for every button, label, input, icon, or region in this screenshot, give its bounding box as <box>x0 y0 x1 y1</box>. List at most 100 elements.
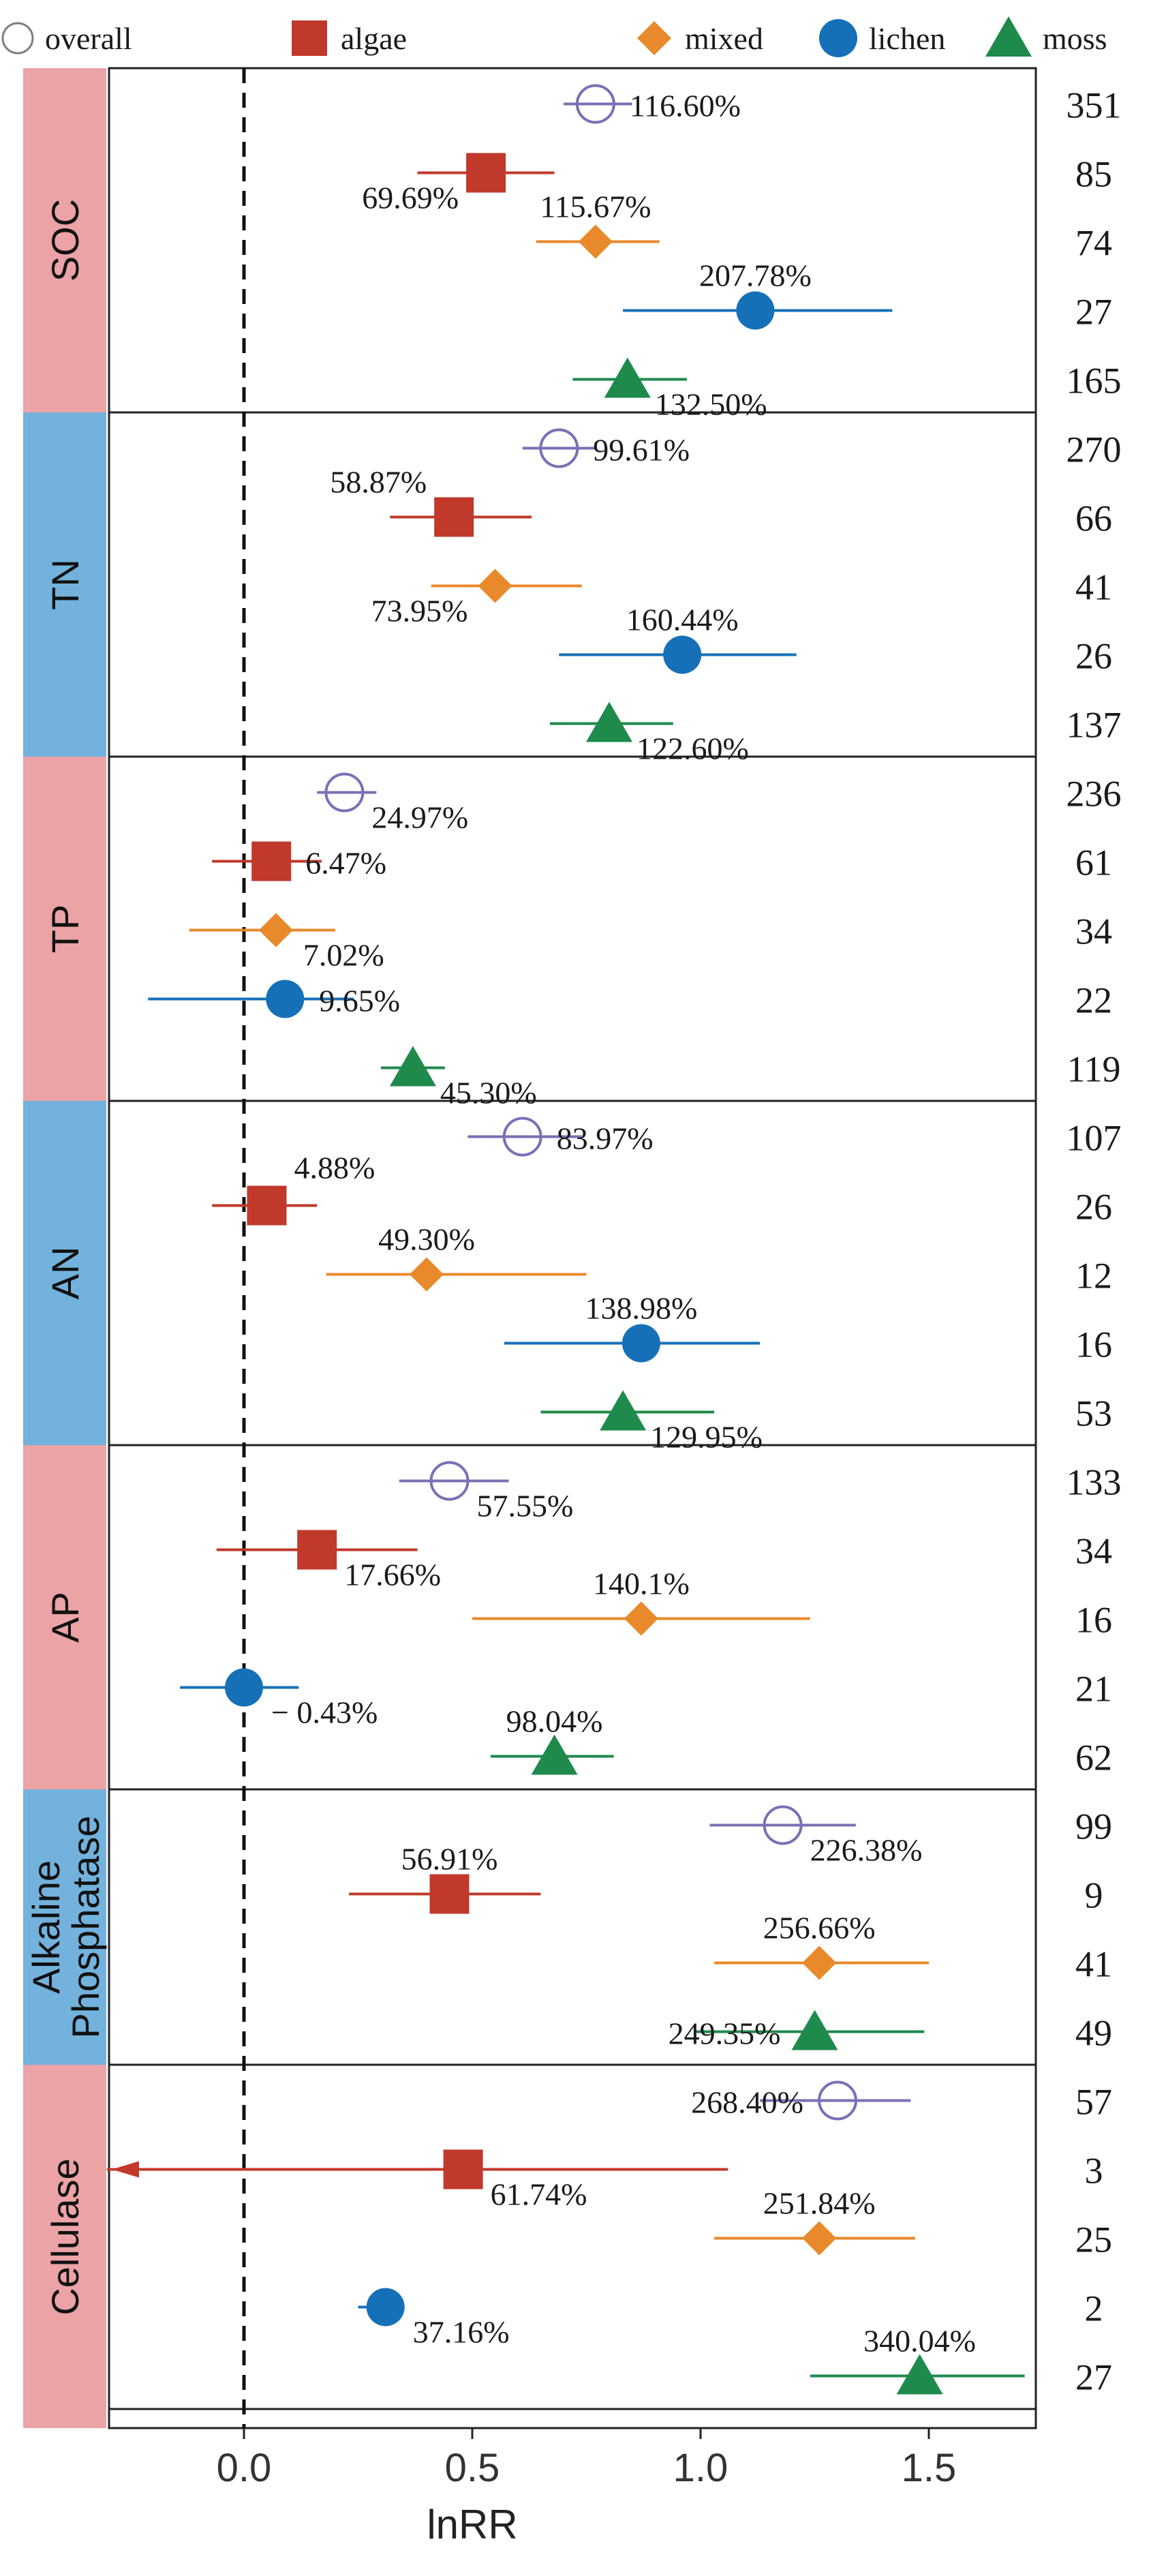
effect-percent-label: 61.74% <box>491 2177 587 2212</box>
effect-row-moss: 98.04% <box>490 1704 614 1775</box>
sample-size-moss: 53 <box>1075 1393 1112 1434</box>
effect-row-mixed: 251.84% <box>714 2186 915 2256</box>
effect-row-algae: 56.91% <box>349 1842 541 1914</box>
point-estimate-overall <box>324 772 365 813</box>
effect-row-moss: 249.35% <box>669 2010 925 2051</box>
effect-percent-label: 268.40% <box>691 2085 803 2120</box>
effect-percent-label: 69.69% <box>362 181 459 215</box>
legend-item-overall: overall <box>1 21 132 56</box>
effect-row-moss: 122.60% <box>549 701 749 766</box>
x-tick-label: 0.0 <box>217 2446 272 2490</box>
effect-row-lichen: − 0.43% <box>180 1668 378 1730</box>
panel-label-6: Cellulase <box>44 2158 87 2315</box>
panel-strips: SOC TN TP AN AP AlkalinePhosphatase Cellulase <box>23 68 107 2428</box>
sample-size-moss: 119 <box>1067 1049 1121 1090</box>
sample-size-moss: 49 <box>1075 2013 1112 2054</box>
legend-label-moss: moss <box>1043 21 1107 56</box>
effect-row-mixed: 73.95% <box>371 569 582 628</box>
legend: overall algae mixed lichen moss <box>1 16 1107 57</box>
legend-item-mixed: mixed <box>637 21 763 56</box>
panel-frames <box>108 67 1037 2429</box>
panel-label-4: AP <box>44 1592 87 1643</box>
point-estimate-mixed <box>802 1945 837 1980</box>
point-estimate-lichen <box>736 291 775 330</box>
effect-percent-label: 98.04% <box>506 1704 603 1739</box>
point-estimate-lichen <box>225 1668 263 1707</box>
point-estimate-lichen <box>663 635 702 674</box>
point-estimate-overall <box>763 1805 803 1845</box>
sample-size-algae: 34 <box>1075 1531 1112 1572</box>
effect-row-algae: 69.69% <box>362 153 555 215</box>
effect-size-marks: 116.60% 69.69% 115.67% 207.78% 132.50% 99.61%… <box>107 84 1025 2395</box>
sample-size-overall: 133 <box>1066 1462 1122 1503</box>
x-tick-label: 1.5 <box>902 2446 957 2490</box>
panel-label-2: TP <box>44 905 87 954</box>
panel-strip-1 <box>23 412 106 757</box>
effect-percent-label: 115.67% <box>540 190 651 224</box>
sample-size-mixed: 34 <box>1075 911 1112 952</box>
legend-label-lichen: lichen <box>869 21 945 56</box>
point-estimate-algae <box>429 1874 470 1914</box>
effect-percent-label: 7.02% <box>303 938 384 973</box>
effect-percent-label: 9.65% <box>319 984 400 1018</box>
legend-swatch-lichen <box>819 19 857 57</box>
effect-row-mixed: 49.30% <box>326 1222 587 1292</box>
sample-size-overall: 57 <box>1075 2082 1112 2123</box>
legend-swatch-algae <box>292 20 327 56</box>
effect-percent-label: 45.30% <box>440 1076 537 1110</box>
panel-label-1: TN <box>44 559 87 610</box>
effect-row-moss: 129.95% <box>540 1390 763 1455</box>
legend-swatch-moss <box>985 16 1032 57</box>
effect-percent-label: 122.60% <box>636 731 749 766</box>
point-estimate-overall <box>575 84 615 124</box>
point-estimate-algae <box>466 153 506 193</box>
effect-percent-label: 138.98% <box>585 1291 697 1326</box>
effect-row-mixed: 7.02% <box>189 913 384 973</box>
sample-size-mixed: 41 <box>1075 1944 1112 1985</box>
sample-size-lichen: 26 <box>1075 636 1112 677</box>
effect-percent-label: 6.47% <box>305 846 386 881</box>
effect-row-algae: 4.88% <box>212 1151 375 1226</box>
panel-strip-tail <box>23 2409 106 2428</box>
effect-row-overall: 99.61% <box>522 428 690 468</box>
sample-size-overall: 107 <box>1066 1118 1122 1159</box>
point-estimate-mixed <box>624 1601 658 1636</box>
point-estimate-overall <box>429 1461 470 1501</box>
point-estimate-mixed <box>410 1257 444 1292</box>
x-axis: 0.0 0.5 1.0 1.5 <box>217 2428 957 2490</box>
sample-size-column: 351 85 74 27 165 270 66 41 26 137 236 61 34 22 119 107 2… <box>1066 85 1122 2398</box>
point-estimate-moss <box>791 2010 838 2050</box>
point-estimate-algae <box>434 497 474 537</box>
point-estimate-overall <box>539 428 579 468</box>
effect-row-algae: 17.66% <box>216 1530 441 1592</box>
ci-truncation-arrow <box>112 2161 139 2178</box>
effect-percent-label: 207.78% <box>699 258 812 293</box>
effect-percent-label: 83.97% <box>557 1121 654 1156</box>
sample-size-lichen: 22 <box>1075 980 1112 1021</box>
point-estimate-moss <box>600 1390 647 1431</box>
sample-size-moss: 137 <box>1066 705 1122 746</box>
point-estimate-mixed <box>802 2221 837 2256</box>
x-axis-title: lnRR <box>427 2502 517 2547</box>
point-estimate-lichen <box>621 1324 660 1363</box>
x-tick-label: 1.0 <box>673 2446 728 2490</box>
sample-size-mixed: 74 <box>1075 223 1112 264</box>
sample-size-mixed: 12 <box>1075 1256 1112 1297</box>
sample-size-lichen: 2 <box>1085 2288 1103 2329</box>
sample-size-algae: 26 <box>1075 1187 1112 1228</box>
point-estimate-lichen <box>366 2288 405 2327</box>
effect-row-algae: 6.47% <box>212 841 386 881</box>
effect-row-mixed: 256.66% <box>714 1911 929 1980</box>
effect-row-lichen: 160.44% <box>559 603 797 674</box>
legend-swatch-overall <box>1 22 34 55</box>
effect-row-lichen: 9.65% <box>148 980 400 1018</box>
panel-strip-2 <box>23 757 106 1101</box>
panel-label-line: Phosphatase <box>64 1816 107 2039</box>
effect-row-lichen: 37.16% <box>358 2288 510 2350</box>
sample-size-algae: 3 <box>1085 2151 1103 2192</box>
effect-row-mixed: 115.67% <box>536 190 660 259</box>
point-estimate-moss <box>586 701 632 742</box>
sample-size-overall: 270 <box>1066 429 1122 470</box>
legend-item-algae: algae <box>292 20 407 56</box>
sample-size-algae: 61 <box>1075 843 1112 883</box>
